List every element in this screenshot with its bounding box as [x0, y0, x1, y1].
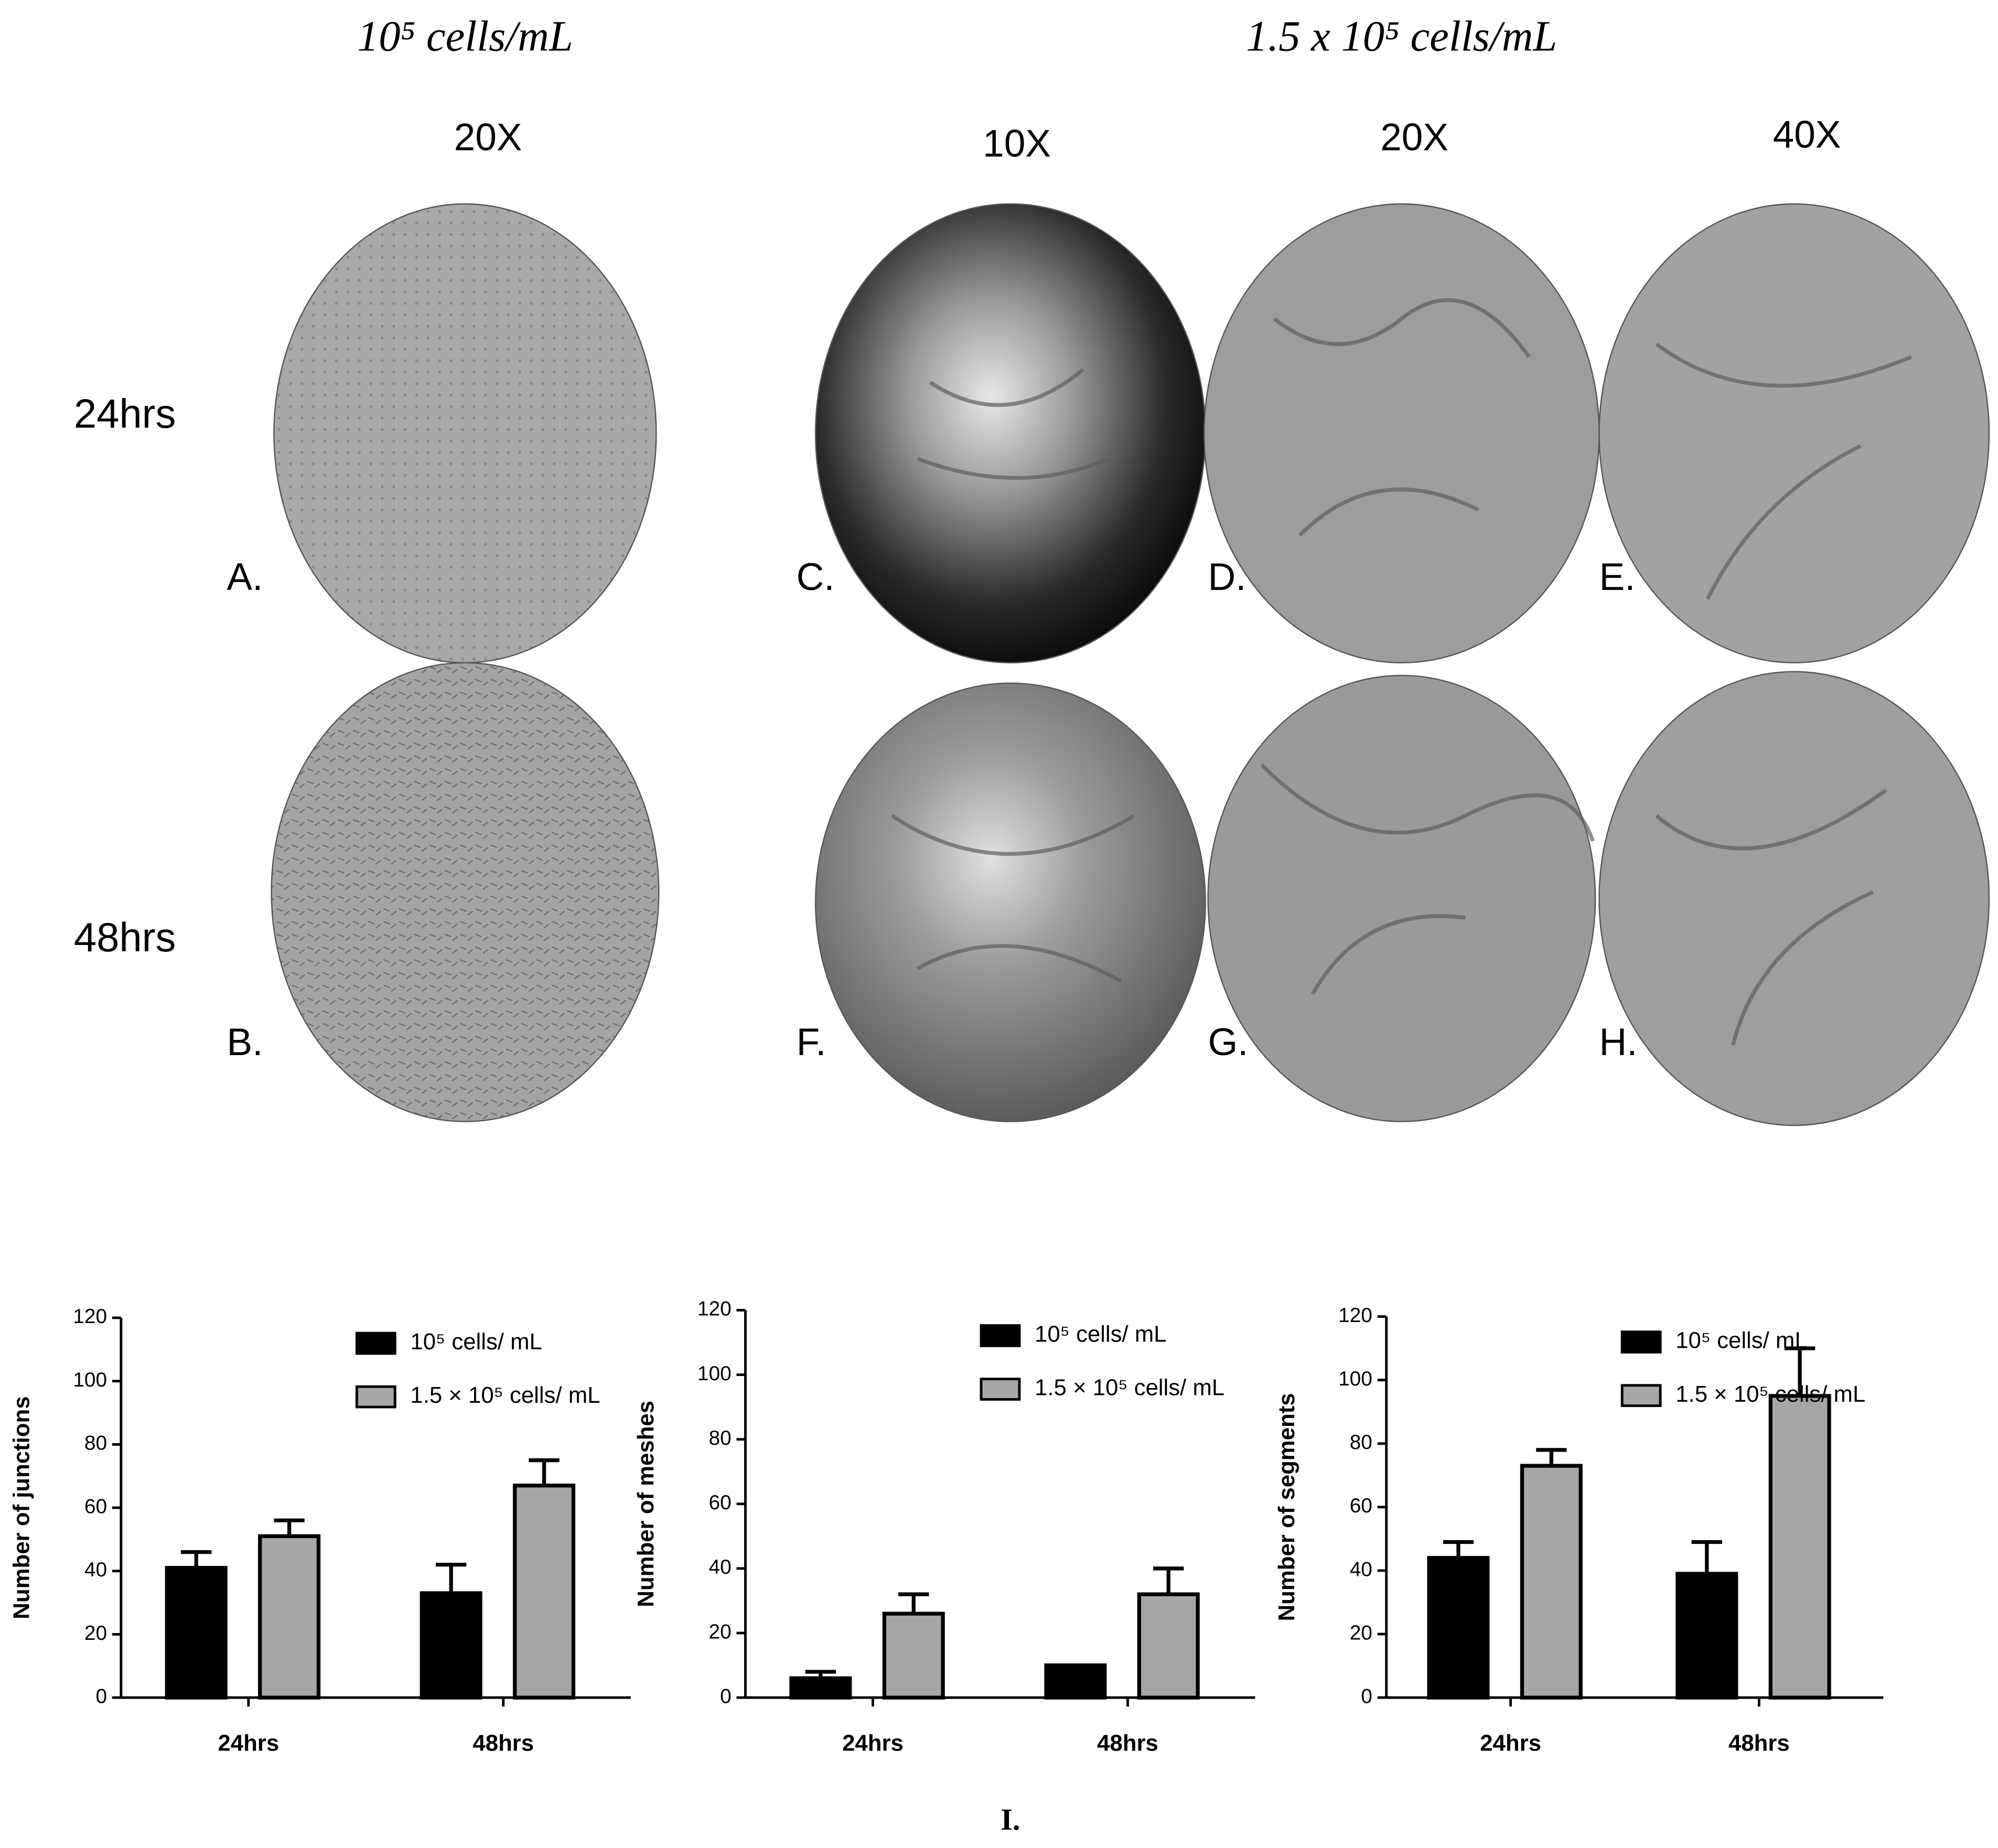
y-tick-label: 120	[1338, 1304, 1372, 1327]
micrograph	[273, 203, 657, 663]
bar	[1520, 1464, 1583, 1700]
micrograph	[271, 662, 660, 1122]
legend-label: 1.5 × 10⁵ cells/ mL	[410, 1382, 600, 1408]
y-axis-label: Number of meshes	[633, 1401, 659, 1607]
y-tick-label: 80	[84, 1432, 107, 1455]
x-tick-label: 24hrs	[218, 1731, 279, 1756]
y-tick-label: 0	[95, 1685, 107, 1707]
micrographs	[271, 203, 1990, 1126]
panel-label: A.	[227, 556, 263, 598]
y-tick-label: 100	[1338, 1368, 1372, 1390]
y-tick-label: 60	[708, 1491, 731, 1514]
bar	[258, 1534, 321, 1700]
panel-label: F.	[797, 1021, 826, 1063]
magnification: 20X	[454, 116, 522, 159]
y-tick-label: 20	[708, 1620, 731, 1643]
chart: 0 20 40 60 80 100 120 Number of segments 24hrs 48…	[1274, 1304, 1884, 1756]
bar	[1137, 1592, 1200, 1700]
y-tick-label: 60	[84, 1495, 107, 1518]
micrograph	[1598, 203, 1990, 663]
legend-label: 10⁵ cells/ mL	[410, 1329, 542, 1355]
panel-label: G.	[1208, 1021, 1248, 1063]
x-tick-label: 24hrs	[1480, 1731, 1541, 1756]
y-tick-label: 40	[1350, 1558, 1372, 1581]
legend-swatch	[1620, 1384, 1662, 1408]
x-tick-label: 48hrs	[472, 1731, 534, 1756]
bar	[882, 1611, 945, 1700]
bar	[513, 1484, 576, 1700]
magnification: 10X	[983, 123, 1051, 165]
y-tick-label: 0	[720, 1685, 732, 1707]
bar	[1768, 1394, 1831, 1700]
legend-swatch	[1620, 1330, 1662, 1354]
legend-label: 1.5 × 10⁵ cells/ mL	[1035, 1375, 1224, 1401]
panel-label: E.	[1599, 556, 1635, 598]
y-tick-label: 100	[697, 1362, 732, 1385]
micrograph	[814, 682, 1206, 1122]
y-tick-label: 20	[84, 1622, 107, 1645]
row-label: 48hrs	[74, 915, 176, 960]
column-header: 10⁵ cells/mL	[357, 12, 573, 60]
y-tick-label: 60	[1350, 1495, 1372, 1517]
x-tick-label: 24hrs	[842, 1731, 904, 1756]
x-tick-label: 48hrs	[1097, 1731, 1158, 1756]
y-tick-label: 80	[1350, 1431, 1372, 1454]
bar	[1427, 1556, 1490, 1700]
legend-label: 1.5 × 10⁵ cells/ mL	[1675, 1381, 1865, 1407]
legend-swatch	[355, 1385, 396, 1409]
magnification: 40X	[1773, 114, 1841, 156]
chart: 0 20 40 60 80 100 120 Number of meshes 24hrs 48hr…	[633, 1298, 1255, 1756]
bar	[420, 1591, 482, 1700]
y-tick-label: 100	[73, 1369, 107, 1391]
y-tick-label: 120	[697, 1298, 732, 1320]
panel-label: D.	[1208, 556, 1246, 598]
y-axis-label: Number of junctions	[8, 1396, 34, 1619]
legend-label: 10⁵ cells/ mL	[1675, 1328, 1807, 1353]
magnification: 20X	[1380, 116, 1448, 159]
y-tick-label: 40	[84, 1559, 107, 1581]
column-header: 1.5 x 10⁵ cells/mL	[1246, 12, 1557, 60]
panel-label: I.	[1001, 1802, 1020, 1836]
micrograph	[814, 203, 1206, 663]
panel-label: B.	[227, 1021, 263, 1063]
panel-labels: A. B. C. D. E. F. G. H.	[227, 556, 1638, 1063]
row-label: 24hrs	[74, 391, 176, 436]
panel-label: C.	[797, 556, 835, 598]
x-tick-label: 48hrs	[1728, 1731, 1790, 1756]
bar	[1044, 1663, 1107, 1700]
micrograph	[1598, 671, 1990, 1126]
bar	[165, 1566, 228, 1700]
micrograph	[1203, 203, 1600, 663]
bar	[789, 1676, 852, 1700]
y-tick-label: 0	[1361, 1685, 1372, 1707]
legend-swatch	[980, 1378, 1021, 1401]
y-tick-label: 20	[1350, 1621, 1372, 1644]
legend-label: 10⁵ cells/ mL	[1035, 1321, 1166, 1347]
y-tick-label: 120	[73, 1305, 107, 1328]
y-tick-label: 40	[708, 1556, 731, 1578]
y-tick-label: 80	[708, 1427, 731, 1449]
bar	[1675, 1572, 1738, 1700]
chart: 0 20 40 60 80 100 120 Number of junctions 24hrs 4…	[8, 1305, 631, 1756]
panel-label: H.	[1599, 1021, 1637, 1063]
y-axis-label: Number of segments	[1274, 1393, 1299, 1621]
legend-swatch	[355, 1331, 396, 1355]
legend-swatch	[980, 1324, 1021, 1347]
micrograph	[1207, 674, 1596, 1122]
